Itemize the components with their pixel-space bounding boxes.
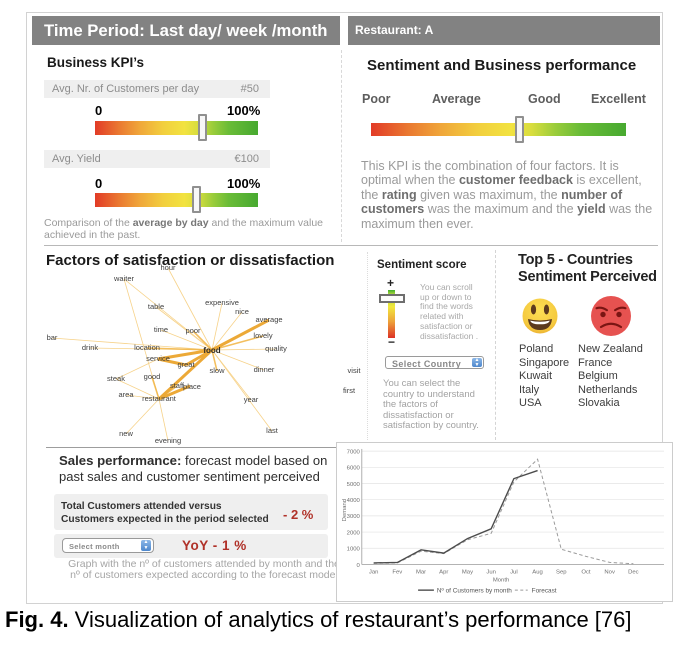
svg-text:evening: evening xyxy=(155,436,181,445)
svg-text:6000: 6000 xyxy=(347,466,361,472)
svg-text:1000: 1000 xyxy=(347,547,361,553)
svg-text:hour: hour xyxy=(160,263,176,272)
svg-text:area: area xyxy=(118,390,134,399)
svg-text:Mar: Mar xyxy=(416,569,426,575)
svg-text:expensive: expensive xyxy=(205,298,239,307)
svg-text:drink: drink xyxy=(82,343,99,352)
svg-text:great: great xyxy=(177,360,195,369)
svg-text:time: time xyxy=(154,325,168,334)
svg-text:Jun: Jun xyxy=(486,569,496,575)
svg-text:bar: bar xyxy=(47,333,58,342)
svg-text:waiter: waiter xyxy=(113,274,135,283)
svg-text:Jul: Jul xyxy=(510,569,518,575)
svg-text:7000: 7000 xyxy=(347,449,361,455)
svg-text:Dec: Dec xyxy=(628,569,639,575)
svg-text:quality: quality xyxy=(265,344,287,353)
svg-text:slow: slow xyxy=(209,366,225,375)
svg-text:Apr: Apr xyxy=(439,569,448,575)
svg-text:year: year xyxy=(244,395,259,404)
svg-text:good: good xyxy=(144,372,161,381)
svg-text:new: new xyxy=(119,429,133,438)
svg-text:table: table xyxy=(148,302,164,311)
svg-text:staff: staff xyxy=(170,381,185,390)
svg-text:restaurant: restaurant xyxy=(142,394,177,403)
svg-text:Fev: Fev xyxy=(392,569,402,575)
svg-text:average: average xyxy=(255,315,282,324)
svg-text:visit: visit xyxy=(348,366,362,375)
svg-text:5000: 5000 xyxy=(347,482,361,488)
svg-text:Demand: Demand xyxy=(342,499,348,521)
svg-text:location: location xyxy=(134,343,160,352)
svg-text:last: last xyxy=(266,426,279,435)
svg-text:4000: 4000 xyxy=(347,498,361,504)
svg-text:May: May xyxy=(462,569,473,575)
svg-text:0: 0 xyxy=(357,563,361,569)
svg-text:Oct: Oct xyxy=(581,569,591,575)
svg-text:nice: nice xyxy=(235,307,249,316)
svg-text:Sep: Sep xyxy=(556,569,567,575)
svg-text:steak: steak xyxy=(107,374,125,383)
svg-text:Nº of Customers by month: Nº of Customers by month xyxy=(437,588,512,595)
svg-text:3000: 3000 xyxy=(347,514,361,520)
svg-text:poor: poor xyxy=(185,326,201,335)
svg-text:lovely: lovely xyxy=(253,331,272,340)
svg-text:Jan: Jan xyxy=(369,569,379,575)
svg-text:Aug: Aug xyxy=(532,569,543,575)
svg-text:place: place xyxy=(183,382,201,391)
svg-text:Nov: Nov xyxy=(604,569,615,575)
svg-text:service: service xyxy=(146,354,170,363)
svg-text:first: first xyxy=(343,386,356,395)
svg-text:dinner: dinner xyxy=(254,365,275,374)
svg-text:Forecast: Forecast xyxy=(532,588,557,595)
svg-text:Month: Month xyxy=(493,577,509,583)
svg-text:food: food xyxy=(203,346,220,355)
svg-text:2000: 2000 xyxy=(347,530,361,536)
